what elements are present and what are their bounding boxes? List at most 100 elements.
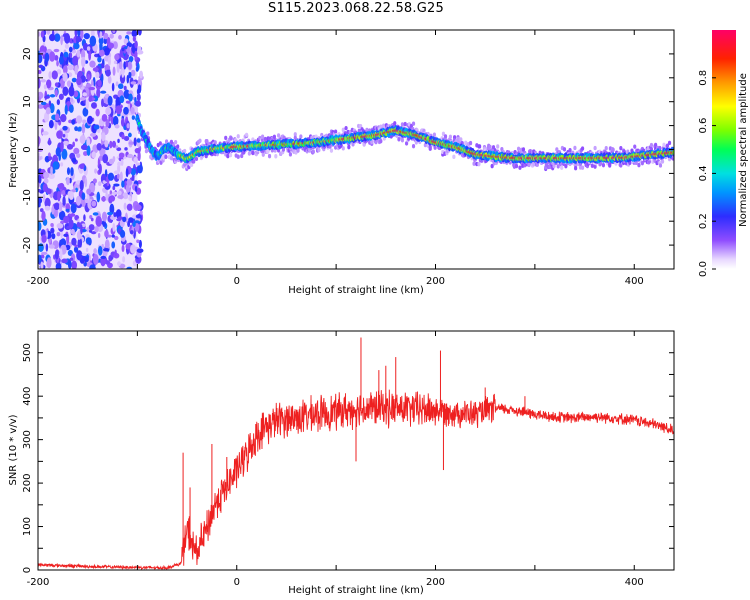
ridge-halo	[374, 139, 378, 145]
noise-blob	[91, 200, 97, 207]
noise-blob	[118, 61, 123, 70]
noise-blob	[83, 214, 86, 222]
noise-blob	[82, 107, 89, 117]
noise-blob	[46, 257, 52, 269]
noise-blob	[130, 81, 137, 85]
noise-blob	[133, 137, 137, 147]
noise-blob	[136, 248, 144, 253]
ridge-halo	[604, 146, 608, 151]
noise-blob	[86, 227, 90, 233]
noise-blob	[60, 238, 67, 247]
ridge-halo	[619, 145, 623, 151]
ridge-halo	[472, 161, 476, 166]
noise-blob	[123, 136, 130, 141]
noise-blob	[117, 195, 124, 199]
ridge-halo	[169, 155, 174, 161]
ridge-halo	[276, 133, 281, 138]
ridge-halo	[251, 150, 255, 156]
noise-blob	[66, 143, 74, 150]
ridge-halo	[334, 129, 338, 134]
noise-blob	[45, 79, 52, 89]
noise-blob	[117, 83, 124, 90]
noise-blob	[74, 138, 78, 142]
ridge-halo	[580, 165, 585, 170]
noise-blob	[120, 117, 125, 127]
ridge-halo	[564, 163, 568, 169]
noise-blob	[98, 181, 102, 187]
noise-blob	[128, 56, 134, 62]
noise-blob	[132, 222, 136, 228]
snr-y-ticks: 500 400 300 200 100 0	[22, 330, 674, 573]
noise-blob	[58, 56, 64, 65]
noise-blob	[51, 205, 55, 215]
waterfall-x-tick-label: 0	[234, 276, 240, 287]
noise-blob	[81, 252, 87, 256]
noise-blob	[133, 220, 141, 224]
noise-blob	[101, 113, 108, 122]
noise-blob	[46, 30, 51, 35]
ridge-halo	[428, 144, 432, 150]
noise-blob	[126, 31, 132, 35]
ridge-halo	[433, 145, 437, 150]
noise-blob	[61, 189, 66, 196]
noise-blob	[134, 185, 138, 193]
noise-blob	[125, 168, 129, 178]
noise-blob	[62, 86, 69, 96]
noise-blob	[65, 176, 70, 186]
noise-blob	[89, 35, 97, 47]
noise-blob	[84, 177, 88, 188]
noise-blob	[48, 244, 55, 249]
noise-blob	[66, 167, 71, 176]
noise-blob	[106, 181, 110, 187]
snr-x-tick-label: 400	[625, 577, 644, 588]
noise-blob	[88, 86, 96, 91]
noise-blob	[116, 63, 120, 73]
noise-blob	[127, 153, 134, 159]
noise-blob	[121, 244, 125, 253]
noise-blob	[40, 79, 46, 83]
colorbar-tick-label: 0.2	[698, 213, 709, 229]
ridge-halo	[240, 153, 244, 159]
noise-blob	[126, 42, 133, 48]
noise-blob	[113, 183, 120, 187]
noise-blob	[44, 95, 50, 99]
noise-blob	[86, 137, 91, 147]
ridge-halo	[667, 140, 672, 146]
noise-blob	[79, 134, 86, 145]
noise-blob	[41, 251, 48, 256]
noise-blob	[116, 147, 122, 152]
noise-blob	[76, 250, 83, 261]
ridge-halo	[456, 136, 460, 142]
noise-blob	[135, 162, 141, 166]
noise-blob	[135, 66, 139, 72]
noise-blob	[95, 108, 100, 117]
noise-blob	[75, 115, 83, 124]
noise-blob	[62, 65, 68, 74]
noise-blob	[107, 42, 115, 49]
noise-blob	[73, 246, 79, 253]
ridge-halo	[311, 149, 315, 154]
noise-blob	[137, 150, 141, 162]
noise-blob	[71, 77, 77, 83]
noise-blob	[101, 211, 108, 222]
noise-blob	[62, 125, 68, 131]
snr-series	[38, 337, 674, 570]
waterfall-y-tick-label: 0	[22, 146, 33, 152]
noise-blob	[71, 237, 77, 246]
noise-blob	[104, 94, 109, 99]
noise-blob	[105, 119, 110, 128]
noise-blob	[72, 141, 75, 148]
ridge-halo	[593, 145, 597, 151]
noise-blob	[109, 33, 114, 39]
noise-blob	[104, 260, 111, 265]
noise-blob	[42, 194, 46, 203]
noise-blob	[38, 174, 42, 184]
noise-blob	[116, 172, 120, 180]
noise-blob	[95, 215, 103, 227]
noise-blob	[122, 256, 126, 263]
noise-blob	[104, 239, 110, 251]
noise-blob	[101, 243, 104, 249]
colorbar: 0.0 0.2 0.4 0.6 0.8 Normalized spectral ampl…	[698, 30, 749, 277]
noise-blob	[41, 131, 49, 136]
noise-blob	[111, 140, 117, 148]
